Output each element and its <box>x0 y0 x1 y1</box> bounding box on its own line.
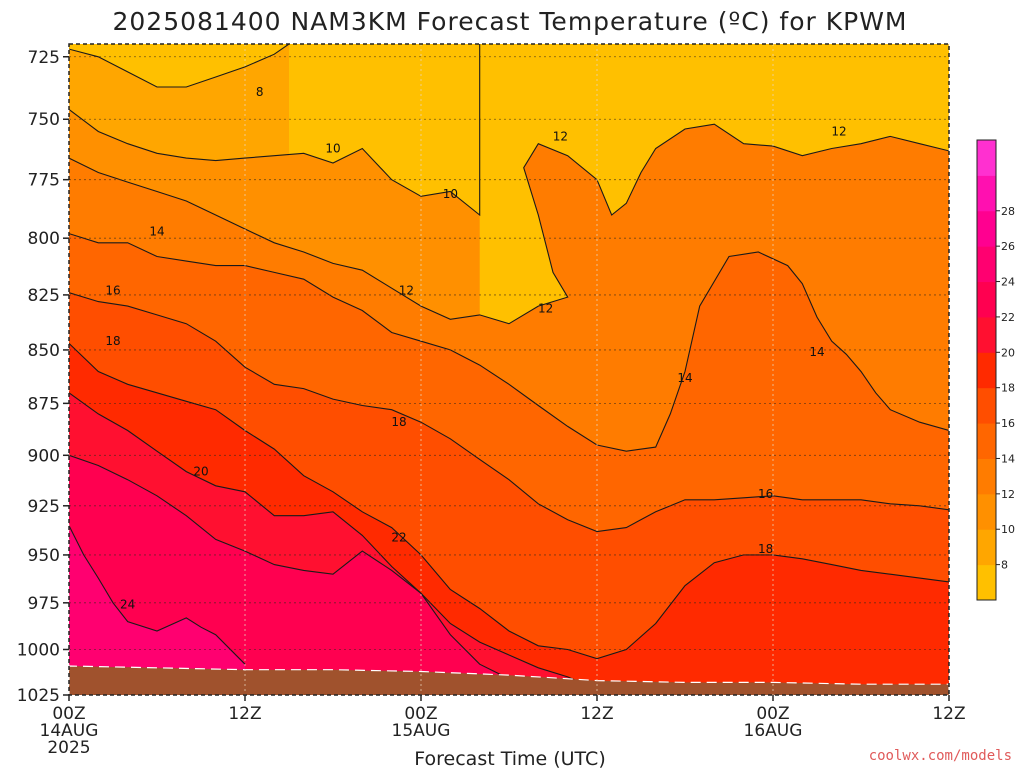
colorbar-tick-label-28: 28 <box>1001 205 1015 218</box>
contour-label-12: 12 <box>538 301 553 315</box>
contour-label-8: 8 <box>256 85 264 99</box>
colorbar-segment-1 <box>977 529 996 566</box>
x-tick-label-12-1: 12Z <box>228 704 261 724</box>
colorbar-frame <box>976 139 997 601</box>
x-tick-label-48-2: 16AUG <box>744 721 803 741</box>
contour-label-20: 20 <box>193 465 208 479</box>
y-tick-label-750: 750 <box>28 110 60 130</box>
y-tick-label-775: 775 <box>28 171 60 191</box>
y-tick-label-725: 725 <box>28 48 60 68</box>
colorbar-tick-label-24: 24 <box>1001 276 1015 289</box>
colorbar-segment-0 <box>977 564 996 601</box>
y-tick-label-975: 975 <box>28 594 60 614</box>
plot-frame <box>68 43 950 696</box>
contour-label-12: 12 <box>399 283 414 297</box>
y-tick-label-925: 925 <box>28 497 60 517</box>
colorbar-tick-label-16: 16 <box>1001 417 1015 430</box>
contour-label-16: 16 <box>105 283 120 297</box>
isotherm-14 <box>69 233 949 452</box>
isotherm-22 <box>69 454 510 680</box>
contour-label-14: 14 <box>677 371 692 385</box>
colorbar-tick-label-12: 12 <box>1001 488 1015 501</box>
surface-fill <box>69 665 949 695</box>
contour-labels: 8 10 10 12 12 12 12 14 14 14 16 16 18 18 18 20 22 24 <box>105 85 846 612</box>
fill-band-24 <box>69 525 245 695</box>
credit-text: coolwx.com/models <box>869 748 1012 764</box>
isotherm-12 <box>69 123 949 325</box>
x-tick-label-0-1: 00Z <box>52 704 85 724</box>
colorbar-segment-6 <box>977 352 996 389</box>
colorbar-segment-4 <box>977 423 996 459</box>
chart-title: 2025081400 NAM3KM Forecast Temperature (… <box>112 7 907 36</box>
contour-label-14: 14 <box>149 224 164 238</box>
x-tick-label-36-1: 12Z <box>580 704 613 724</box>
x-tick-label-0-2: 14AUG <box>40 721 99 741</box>
contour-label-18: 18 <box>391 415 406 429</box>
colorbar-segment-3 <box>977 458 996 495</box>
isotherm-16 <box>69 292 949 533</box>
isotherm-8 <box>69 44 290 88</box>
colorbar-tick-label-8: 8 <box>1001 559 1008 572</box>
contour-label-12: 12 <box>553 129 568 143</box>
contour-label-10: 10 <box>325 141 340 155</box>
contour-label-10: 10 <box>443 187 458 201</box>
colorbar-segment-5 <box>977 387 996 424</box>
x-axis-label: Forecast Time (UTC) <box>414 748 605 768</box>
x-tick-label-24-1: 00Z <box>404 704 437 724</box>
isotherm-24 <box>69 525 246 665</box>
x-tick-label-48-1: 00Z <box>756 704 789 724</box>
x-tick-label-24-2: 15AUG <box>392 721 451 741</box>
colorbar-segment-8 <box>977 281 996 318</box>
colorbar-segment-2 <box>977 493 996 530</box>
contour-label-18: 18 <box>758 542 773 556</box>
isotherm-lines <box>69 44 949 691</box>
colorbar-tick-label-20: 20 <box>1001 346 1015 359</box>
colorbar-tick-label-18: 18 <box>1001 382 1015 395</box>
x-tick-label-0-3: 2025 <box>47 738 90 758</box>
contour-label-24: 24 <box>120 598 135 612</box>
colorbar-segment-12 <box>977 140 996 176</box>
surface-terrain <box>69 665 949 695</box>
y-tick-label-800: 800 <box>28 229 60 249</box>
colorbar-tick-label-26: 26 <box>1001 240 1015 253</box>
y-axis-ticks: 725 750 775 800 825 850 875 900 925 950 975 1000 102… <box>17 48 69 706</box>
contour-label-18: 18 <box>105 334 120 348</box>
contour-label-14: 14 <box>809 345 824 359</box>
colorbar-tick-label-22: 22 <box>1001 311 1015 324</box>
y-tick-label-900: 900 <box>28 446 60 466</box>
y-tick-label-875: 875 <box>28 394 60 414</box>
contour-label-12: 12 <box>831 124 846 138</box>
y-tick-label-850: 850 <box>28 341 60 361</box>
temperature-fills <box>69 44 949 695</box>
contour-label-16: 16 <box>758 487 773 501</box>
x-tick-label-60-1: 12Z <box>932 704 965 724</box>
contour-label-22: 22 <box>391 530 406 544</box>
isotherm-20 <box>69 392 598 691</box>
colorbar: 8 10 12 14 16 18 20 22 24 26 28 <box>976 139 1015 601</box>
y-tick-label-825: 825 <box>28 286 60 306</box>
colorbar-tick-label-10: 10 <box>1001 523 1015 536</box>
isotherm-10 <box>69 44 481 217</box>
grid-lines <box>69 44 949 695</box>
y-tick-label-1000: 1000 <box>17 640 60 660</box>
y-tick-label-1025: 1025 <box>17 686 60 706</box>
y-tick-label-950: 950 <box>28 546 60 566</box>
isotherm-18 <box>69 343 949 660</box>
colorbar-tick-label-14: 14 <box>1001 452 1015 465</box>
colorbar-segment-11 <box>977 175 996 212</box>
plot-area: 8 10 10 12 12 12 12 14 14 14 16 16 18 18 18 20 22 24 <box>69 44 949 695</box>
colorbar-segment-10 <box>977 210 996 247</box>
colorbar-segment-7 <box>977 316 996 353</box>
colorbar-segment-9 <box>977 246 996 283</box>
